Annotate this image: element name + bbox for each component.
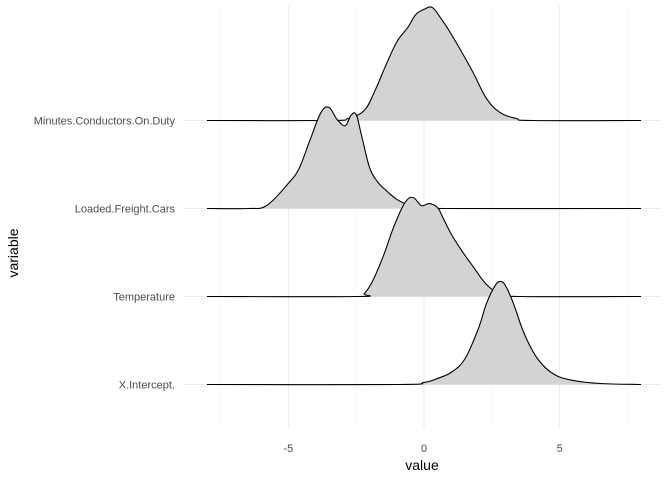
ridge-outline-temperature [206,196,642,298]
x-axis-title: value [405,457,439,473]
y-tick-label: Minutes.Conductors.On.Duty [34,116,176,128]
y-axis-ticks: X.Intercept. Temperature Loaded.Freight.Ca… [34,116,176,392]
x-tick-label: -5 [283,443,293,455]
x-tick-label: 5 [557,443,563,455]
y-tick-label: X.Intercept. [119,380,175,392]
ridge-area-x-intercept [207,281,641,385]
ridge-minutes-conductors-on-duty [206,6,642,122]
ridge-area-minutes-conductors-on-duty [207,6,641,121]
ridge-area-loaded-freight-cars [207,106,641,209]
ridge-layer [206,6,642,386]
y-tick-label: Temperature [113,292,175,304]
ridge-temperature [206,196,642,298]
x-axis-ticks: -5 0 5 [283,443,562,455]
ridge-outline-x-intercept [206,280,642,386]
x-tick-label: 0 [421,443,427,455]
y-axis-title: variable [5,228,21,277]
ridge-x-intercept [206,280,642,386]
ridge-area-temperature [207,197,641,297]
y-tick-label: Loaded.Freight.Cars [75,204,176,216]
ridge-outline-minutes-conductors-on-duty [206,6,642,122]
